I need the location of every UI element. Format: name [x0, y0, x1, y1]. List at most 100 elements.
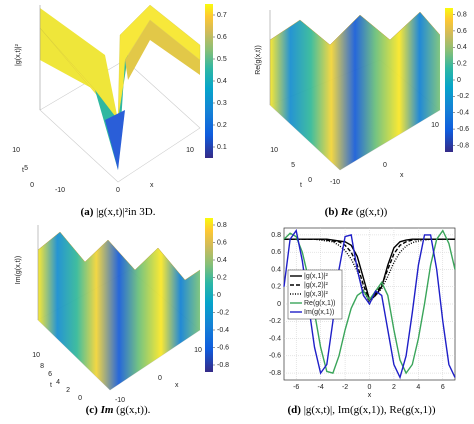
colorbar-tick-label: 0.5 [217, 56, 227, 63]
z-axis-label: |g(x,t)|² [15, 43, 22, 66]
y-tick-label: -0.2 [269, 318, 281, 325]
x-tick-label: 4 [416, 384, 420, 391]
t-axis-label: t [50, 382, 52, 389]
t-tick-label: 5 [24, 165, 28, 172]
caption-part: (g(x,t)) [356, 206, 388, 218]
colorbar [205, 218, 213, 372]
t-tick-label: 5 [291, 162, 295, 169]
colorbar-tick-label: -0.8 [457, 142, 469, 149]
legend-label: |g(x,2)|² [304, 282, 329, 289]
legend-label: Im(g(x,1)) [304, 309, 334, 316]
x-tick-label: 2 [392, 384, 396, 391]
surface-c [37, 225, 201, 391]
y-tick-label: -0.4 [269, 335, 281, 342]
colorbar-tick-label: -0.4 [457, 110, 469, 117]
x-tick-label: -10 [330, 179, 340, 186]
colorbar-tick-label: 0 [457, 77, 461, 84]
caption-part: (g(x,t)). [116, 404, 150, 416]
series-line [284, 238, 455, 304]
x-tick-label: 0 [158, 375, 162, 382]
caption: (d) |g(x,t)|, Im(g(x,1)), Re(g(x,1)) [288, 404, 436, 416]
colorbar-tick-label: -0.2 [457, 93, 469, 100]
caption-part: (b) [325, 206, 339, 218]
caption-part: (d) [288, 404, 302, 416]
legend-label: |g(x,1)|² [304, 273, 329, 280]
x-tick-label: -10 [115, 397, 125, 404]
x-tick-label: 10 [431, 122, 439, 129]
colorbar-tick-label: -0.6 [217, 344, 229, 351]
surface-a [39, 4, 201, 183]
y-tick-label: 0.4 [271, 266, 281, 273]
colorbar-tick-label: 0.4 [217, 257, 227, 264]
colorbar-tick-label: 0.6 [217, 34, 227, 41]
t-tick-label: 6 [48, 371, 52, 378]
x-axis-label: x [368, 392, 372, 399]
colorbar-tick-label: 0.4 [217, 78, 227, 85]
t-axis-label: t [22, 167, 24, 174]
colorbar-tick-label: 0.4 [457, 44, 467, 51]
colorbar-tick-label: 0.6 [457, 28, 467, 35]
caption-part: Im [100, 404, 114, 416]
legend-box [287, 269, 343, 320]
t-tick-label: 0 [308, 177, 312, 184]
y-tick-label: 0.8 [271, 232, 281, 239]
x-tick-label: 0 [383, 162, 387, 169]
x-tick-label: 10 [186, 147, 194, 154]
series-line [284, 238, 455, 303]
t-tick-label: 0 [30, 182, 34, 189]
colorbar-tick-label: 0.1 [217, 144, 227, 151]
caption: (b) Re (g(x,t)) [325, 206, 388, 218]
y-tick-label: -0.6 [269, 353, 281, 360]
z-axis-label: Im(g(x,t)) [15, 256, 22, 284]
t-tick-label: 8 [40, 363, 44, 370]
x-tick-label: -4 [318, 384, 324, 391]
y-tick-label: 0 [277, 301, 281, 308]
colorbar-tick-label: 0.2 [457, 60, 467, 67]
colorbar-tick-label: -0.6 [457, 126, 469, 133]
colorbar-tick-label: 0.7 [217, 12, 227, 19]
x-axis-label: x [150, 182, 154, 189]
x-tick-label: 0 [368, 384, 372, 391]
legend-label: Re(g(x,1)) [304, 300, 336, 307]
y-tick-label: -0.8 [269, 370, 281, 377]
colorbar [445, 8, 453, 152]
colorbar-tick-label: 0.6 [217, 239, 227, 246]
caption-part: (c) [86, 404, 99, 416]
x-tick-label: -2 [342, 384, 348, 391]
x-axis-label: x [175, 382, 179, 389]
colorbar-tick-label: 0.8 [457, 11, 467, 18]
caption: (c) Im (g(x,t)). [86, 404, 151, 416]
t-tick-label: 10 [270, 147, 278, 154]
surface-b [269, 10, 441, 171]
y-tick-label: 0.2 [271, 284, 281, 291]
z-axis-label: Re(g(x,t)) [255, 45, 262, 75]
series-line [283, 228, 456, 380]
x-axis-label: x [400, 172, 404, 179]
t-tick-label: 2 [66, 387, 70, 394]
x-tick-label: 10 [194, 347, 202, 354]
colorbar-tick-label: 0 [217, 292, 221, 299]
colorbar-tick-label: 0.3 [217, 100, 227, 107]
t-tick-label: 10 [12, 147, 20, 154]
colorbar-tick-label: 0.2 [217, 122, 227, 129]
colorbar-tick-label: -0.2 [217, 309, 229, 316]
caption-part: |g(x,t)|²in 3D. [96, 206, 156, 218]
colorbar [205, 4, 213, 158]
colorbar-tick-label: 0.8 [217, 222, 227, 229]
x-tick-label: 0 [116, 187, 120, 194]
x-tick-label: -6 [293, 384, 299, 391]
t-tick-label: 0 [78, 395, 82, 402]
x-tick-label: -10 [55, 187, 65, 194]
t-axis-label: t [300, 182, 302, 189]
y-tick-label: 0.6 [271, 249, 281, 256]
legend-label: |g(x,3)|² [304, 291, 329, 298]
colorbar-tick-label: 0.2 [217, 274, 227, 281]
caption: (a) |g(x,t)|²in 3D. [81, 206, 156, 218]
t-tick-label: 10 [32, 352, 40, 359]
caption-part: (a) [81, 206, 94, 218]
colorbar-tick-label: -0.4 [217, 327, 229, 334]
caption-part: Re [340, 206, 353, 218]
t-tick-label: 4 [56, 379, 60, 386]
x-tick-label: 6 [441, 384, 445, 391]
